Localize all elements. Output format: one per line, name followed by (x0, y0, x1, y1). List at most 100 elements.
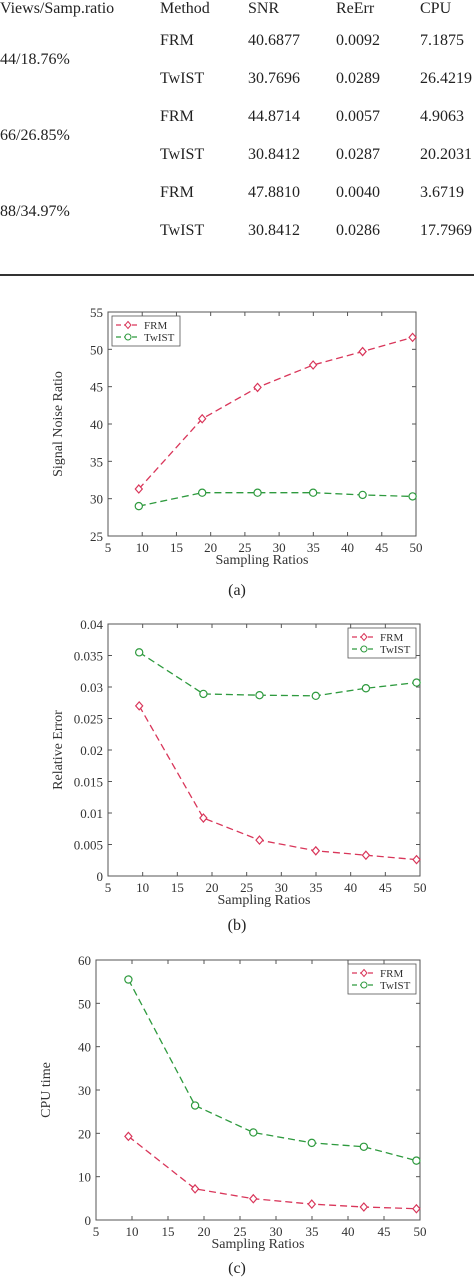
table-row: 44/18.76% FRM 40.6877 0.0092 7.1875 (0, 22, 474, 68)
x-axis-label: Sampling Ratios (212, 1237, 305, 1252)
y-tick-label: 0.035 (74, 649, 103, 664)
row-group-label: 44/18.76% (0, 51, 70, 68)
cell-method: FRM (160, 108, 194, 125)
series-line-twist (138, 651, 417, 697)
legend-marker-frm (360, 968, 368, 978)
y-tick-label: 0.02 (80, 743, 103, 758)
y-tick-label: 45 (90, 380, 103, 395)
twist-point (255, 690, 264, 700)
caption-b: (b) (227, 917, 247, 934)
twist-point (199, 689, 208, 699)
frm-point (412, 854, 421, 865)
x-tick-label: 45 (375, 540, 388, 555)
twist-point (190, 1101, 200, 1110)
twist-point (311, 691, 320, 701)
x-tick-label: 35 (310, 880, 323, 895)
cell-method: FRM (160, 184, 194, 201)
table-row: 66/26.85% FRM 44.8714 0.0057 4.9063 (0, 98, 474, 144)
twist-point (408, 492, 417, 501)
header-method: Method (160, 0, 210, 17)
cell-method: TwIST (160, 146, 205, 163)
twist-point (412, 678, 421, 687)
x-tick-label: 40 (344, 880, 357, 895)
cell-snr: 30.8412 (248, 222, 300, 239)
x-tick-label: 10 (126, 1224, 139, 1239)
y-tick-label: 0.015 (74, 775, 103, 790)
frm-point (361, 850, 371, 861)
row-group-label: 88/34.97% (0, 203, 70, 220)
x-tick-label: 15 (170, 540, 183, 555)
twist-point (358, 490, 367, 500)
twist-point (124, 975, 133, 984)
series-line-twist (127, 979, 417, 1162)
frm-point (253, 382, 262, 393)
frm-point (412, 1203, 421, 1214)
y-axis-label: Relative Error (51, 710, 66, 790)
legend-label-twist: TwIST (144, 332, 175, 344)
x-tick-label: 50 (410, 540, 423, 555)
x-tick-label: 10 (136, 880, 149, 895)
plot-frame (107, 623, 421, 877)
y-tick-label: 50 (78, 996, 91, 1011)
y-tick-label: 20 (78, 1126, 91, 1141)
x-tick-label: 50 (414, 880, 427, 895)
cell-snr: 47.8810 (248, 184, 300, 201)
x-tick-label: 15 (171, 880, 184, 895)
x-tick-label: 20 (206, 880, 219, 895)
series-line-frm (138, 705, 417, 861)
frm-point (134, 700, 144, 711)
x-tick-label: 30 (273, 540, 286, 555)
twist-point (359, 1142, 369, 1151)
twist-point (197, 488, 207, 497)
twist-point (249, 1128, 258, 1137)
y-tick-label: 0 (97, 869, 104, 884)
results-table: Views/Samp.ratio Method SNR ReErr CPU 44… (0, 0, 474, 250)
header-snr: SNR (248, 0, 280, 17)
twist-point (134, 501, 143, 511)
twist-point (412, 1156, 421, 1165)
series-line-twist (138, 492, 413, 507)
cell-method: TwIST (160, 222, 205, 239)
cell-method: TwIST (160, 70, 205, 87)
x-tick-label: 5 (105, 540, 112, 555)
x-tick-label: 20 (204, 540, 217, 555)
cell-cpu: 26.4219 (420, 70, 472, 87)
x-tick-label: 5 (93, 1224, 100, 1239)
legend-marker-twist (124, 333, 132, 341)
row-group-label: 66/26.85% (0, 127, 70, 144)
cell-snr: 44.8714 (248, 108, 300, 125)
table-row: 88/34.97% FRM 47.8810 0.0040 3.6719 (0, 174, 474, 220)
relative-error-chart: 5 10 15 20 25 30 35 40 45 50 0 0.005 0.01 0.015 0.02 0.… (51, 617, 427, 908)
legend-box (111, 315, 181, 347)
frm-point (134, 484, 144, 494)
frm-point (358, 346, 367, 357)
table-bottom-rule (0, 274, 474, 276)
x-tick-label: 40 (341, 540, 354, 555)
frm-point (199, 813, 208, 823)
y-tick-label: 30 (78, 1083, 91, 1098)
y-tick-label: 50 (90, 342, 103, 357)
y-tick-label: 0.04 (80, 617, 103, 632)
table-row: TwIST 30.8412 0.0286 17.7969 (0, 212, 474, 250)
cell-method: FRM (160, 32, 194, 49)
y-tick-label: 60 (78, 953, 91, 968)
y-tick-label: 35 (90, 454, 103, 469)
twist-point (307, 1138, 316, 1148)
cell-snr: 40.6877 (248, 32, 300, 49)
x-tick-label: 30 (270, 1224, 283, 1239)
frm-point (255, 835, 264, 846)
frm-point (359, 1202, 369, 1212)
results-table-container: Views/Samp.ratio Method SNR ReErr CPU 44… (0, 0, 474, 278)
caption-c: (c) (228, 1260, 246, 1277)
y-tick-label: 0.03 (80, 680, 103, 695)
cell-reerr: 0.0092 (336, 32, 380, 49)
plot-frame (95, 959, 421, 1221)
frm-point (249, 1193, 258, 1204)
legend-label-frm: FRM (380, 968, 403, 980)
table-row: TwIST 30.8412 0.0287 20.2031 (0, 136, 474, 174)
x-tick-label: 35 (306, 1224, 319, 1239)
cell-snr: 30.8412 (248, 146, 300, 163)
x-tick-label: 20 (198, 1224, 211, 1239)
legend-label-frm: FRM (380, 632, 403, 644)
frm-point (124, 1131, 133, 1142)
